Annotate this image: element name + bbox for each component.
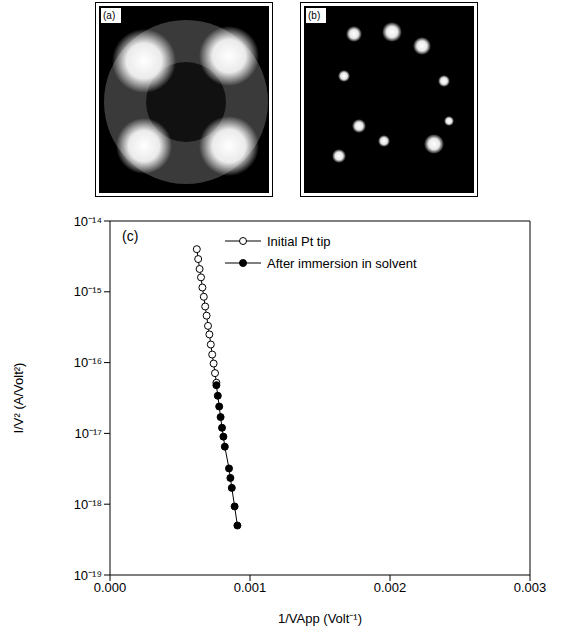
svg-text:0.001: 0.001: [234, 580, 267, 595]
svg-text:I/V² (A/Volt²): I/V² (A/Volt²): [11, 363, 26, 434]
svg-text:0.003: 0.003: [514, 580, 547, 595]
svg-text:0.000: 0.000: [93, 580, 127, 596]
svg-text:10⁻¹⁵: 10⁻¹⁵: [74, 284, 102, 299]
html-text:Initial Pt tip: Initial Pt tip: [267, 233, 331, 249]
svg-text:10⁻¹⁴: 10⁻¹⁴: [74, 214, 102, 229]
svg-text:0.002: 0.002: [374, 580, 407, 595]
html-text:(c): (c): [122, 228, 139, 244]
svg-text:10⁻¹⁸: 10⁻¹⁸: [74, 497, 102, 512]
svg-text:(b): (b): [308, 10, 320, 21]
svg-text:10⁻¹⁹: 10⁻¹⁹: [74, 568, 102, 583]
svg-text:10⁻¹⁶: 10⁻¹⁶: [74, 355, 102, 370]
svg-text:(a): (a): [103, 10, 115, 21]
svg-text:1/VApp (Volt⁻¹): 1/VApp (Volt⁻¹): [278, 611, 362, 626]
html-text:After immersion in solvent: After immersion in solvent: [267, 255, 417, 271]
svg-text:10⁻¹⁷: 10⁻¹⁷: [75, 426, 103, 441]
